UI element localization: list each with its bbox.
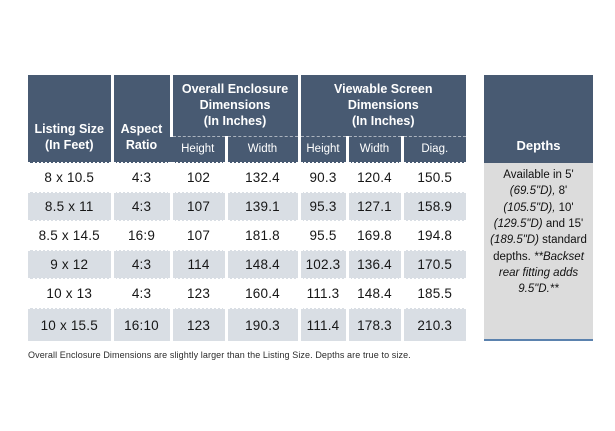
cell-viewable-width: 148.4 <box>345 278 402 308</box>
subcol-header-enclosure-height: Height <box>171 135 226 163</box>
cell-aspect-ratio: 4:3 <box>110 278 171 308</box>
cell-enclosure-width: 132.4 <box>224 162 299 192</box>
cell-listing-size: 8.5 x 11 <box>28 191 112 221</box>
cell-aspect-ratio: 4:3 <box>110 162 171 192</box>
depths-text-segment: (105.5"D), <box>503 201 556 214</box>
cell-enclosure-height: 114 <box>169 249 226 279</box>
cell-aspect-ratio: 16:10 <box>110 307 171 341</box>
cell-enclosure-height: 123 <box>169 278 226 308</box>
cell-viewable-width: 136.4 <box>345 249 402 279</box>
cell-enclosure-width: 190.3 <box>224 307 299 341</box>
subcol-header-viewable-height: Height <box>297 135 347 163</box>
footnote: Overall Enclosure Dimensions are slightl… <box>28 350 411 360</box>
table-row: 10 x 15.5 16:10 123 190.3 111.4 178.3 21… <box>28 307 466 341</box>
depths-text-segment: standard depths. <box>493 234 587 263</box>
depths-text-segment: (69.5"D), <box>509 185 556 198</box>
dimensions-table-wrap: Listing Size (In Feet) Aspect Ratio Over… <box>28 75 466 341</box>
depths-text-segment: Available in 5' <box>503 169 574 181</box>
cell-enclosure-height: 107 <box>169 191 226 221</box>
cell-listing-size: 10 x 13 <box>28 278 112 308</box>
depths-text-segment: **Backset rear fitting adds 9.5"D.** <box>498 250 584 296</box>
cell-viewable-height: 90.3 <box>297 162 347 192</box>
col-header-listing-size: Listing Size (In Feet) <box>28 75 112 163</box>
cell-viewable-height: 102.3 <box>297 249 347 279</box>
cell-enclosure-width: 139.1 <box>224 191 299 221</box>
cell-viewable-width: 127.1 <box>345 191 402 221</box>
table-row: 10 x 13 4:3 123 160.4 111.3 148.4 185.5 <box>28 278 466 308</box>
cell-aspect-ratio: 4:3 <box>110 191 171 221</box>
cell-viewable-diag: 210.3 <box>400 307 466 341</box>
depths-description: Available in 5' (69.5"D), 8' (105.5"D), … <box>484 163 593 341</box>
table-row: 9 x 12 4:3 114 148.4 102.3 136.4 170.5 <box>28 249 466 279</box>
dimensions-table: Listing Size (In Feet) Aspect Ratio Over… <box>28 75 466 341</box>
col-header-aspect-ratio: Aspect Ratio <box>110 75 171 163</box>
cell-viewable-diag: 150.5 <box>400 162 466 192</box>
table-row: 8.5 x 11 4:3 107 139.1 95.3 127.1 158.9 <box>28 191 466 221</box>
cell-listing-size: 10 x 15.5 <box>28 307 112 341</box>
subcol-header-viewable-width: Width <box>345 135 402 163</box>
depths-header: Depths <box>484 75 593 163</box>
group-header-viewable-screen: Viewable Screen Dimensions (In Inches) <box>297 75 466 136</box>
group-header-overall-enclosure: Overall Enclosure Dimensions (In Inches) <box>169 75 299 136</box>
cell-viewable-height: 95.5 <box>297 220 347 250</box>
table-row: 8 x 10.5 4:3 102 132.4 90.3 120.4 150.5 <box>28 162 466 192</box>
cell-enclosure-height: 107 <box>169 220 226 250</box>
cell-viewable-height: 95.3 <box>297 191 347 221</box>
cell-viewable-diag: 185.5 <box>400 278 466 308</box>
header-row-subcolumns: Height Width Height Width Diag. <box>28 135 466 163</box>
cell-listing-size: 9 x 12 <box>28 249 112 279</box>
cell-enclosure-width: 160.4 <box>224 278 299 308</box>
cell-listing-size: 8 x 10.5 <box>28 162 112 192</box>
cell-viewable-diag: 194.8 <box>400 220 466 250</box>
depths-text-segment: 10' <box>555 201 574 214</box>
cell-viewable-width: 178.3 <box>345 307 402 341</box>
cell-aspect-ratio: 4:3 <box>110 249 171 279</box>
cell-enclosure-width: 148.4 <box>224 249 299 279</box>
depths-panel: Depths Available in 5' (69.5"D), 8' (105… <box>484 75 593 341</box>
depths-text-segment: and 15' <box>542 217 584 230</box>
cell-listing-size: 8.5 x 14.5 <box>28 220 112 250</box>
cell-viewable-height: 111.4 <box>297 307 347 341</box>
cell-enclosure-width: 181.8 <box>224 220 299 250</box>
subcol-header-viewable-diag: Diag. <box>400 135 466 163</box>
cell-viewable-width: 120.4 <box>345 162 402 192</box>
cell-viewable-width: 169.8 <box>345 220 402 250</box>
depths-text-segment: (129.5"D) <box>493 217 543 230</box>
depths-text-segment: (189.5"D) <box>490 234 539 247</box>
depths-text-segment: 8' <box>555 185 568 198</box>
cell-viewable-diag: 158.9 <box>400 191 466 221</box>
header-row-groups: Listing Size (In Feet) Aspect Ratio Over… <box>28 75 466 163</box>
cell-viewable-height: 111.3 <box>297 278 347 308</box>
cell-aspect-ratio: 16:9 <box>110 220 171 250</box>
subcol-header-enclosure-width: Width <box>224 135 299 163</box>
cell-enclosure-height: 123 <box>169 307 226 341</box>
cell-viewable-diag: 170.5 <box>400 249 466 279</box>
table-row: 8.5 x 14.5 16:9 107 181.8 95.5 169.8 194… <box>28 220 466 250</box>
cell-enclosure-height: 102 <box>169 162 226 192</box>
